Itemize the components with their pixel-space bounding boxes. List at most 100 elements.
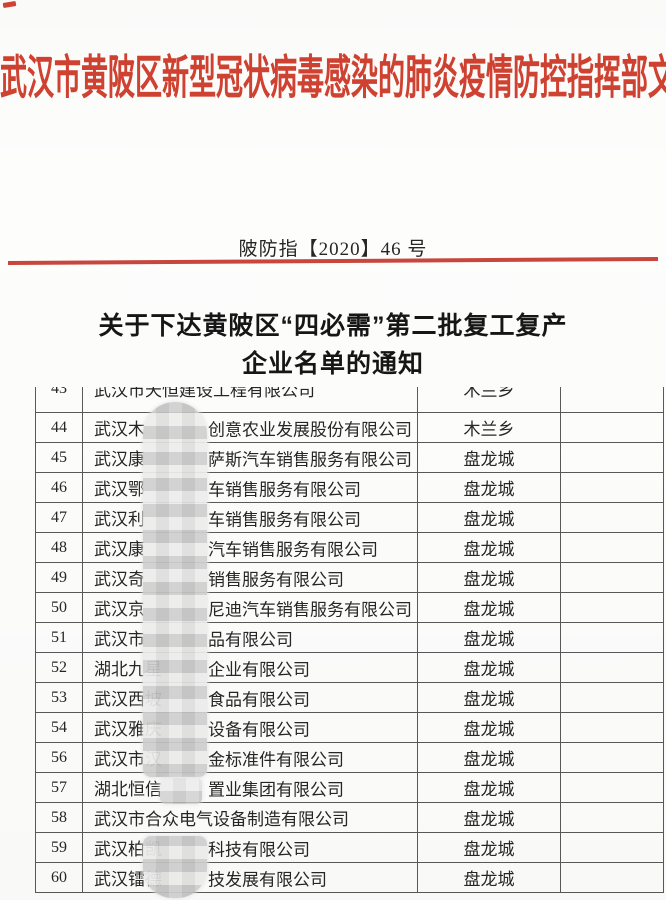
table-row: 57 湖北恒信 置业集团有限公司 盘龙城 — [36, 773, 663, 803]
company-name-prefix: 武汉木 — [94, 420, 145, 439]
notice-title-line2: 企业名单的通知 — [241, 350, 424, 378]
cell-town: 盘龙城 — [418, 623, 561, 652]
cell-town: 盘龙城 — [418, 653, 561, 682]
cell-empty — [561, 563, 663, 592]
company-name-prefix: 湖北九星 — [94, 660, 162, 679]
company-name-prefix: 武汉雅庆 — [94, 720, 162, 739]
company-name-prefix: 武汉市天恒建设工程有限公司 — [94, 387, 315, 400]
table-row: 60 武汉镭德 技发展有限公司 盘龙城 — [36, 863, 663, 893]
corner-red-mark — [2, 1, 17, 8]
cell-town: 盘龙城 — [418, 563, 561, 592]
cell-town: 盘龙城 — [418, 863, 561, 892]
town-text: 盘龙城 — [463, 600, 515, 619]
town-text: 盘龙城 — [463, 690, 515, 709]
company-name-suffix: 创意农业发展股份有限公司 — [208, 420, 412, 439]
cell-company-name: 武汉市天恒建设工程有限公司 — [83, 387, 418, 412]
cell-company-name: 武汉奇 销售服务有限公司 — [83, 563, 418, 592]
cell-empty — [561, 713, 663, 742]
table-row: 58 武汉市合众电气设备制造有限公司 盘龙城 — [36, 803, 663, 833]
table-row: 47 武汉利 车销售服务有限公司 盘龙城 — [36, 503, 663, 533]
table-row: 54 武汉雅庆 设备有限公司 盘龙城 — [36, 713, 663, 743]
cell-empty — [561, 863, 663, 892]
company-name-prefix: 武汉柏凯 — [94, 840, 162, 859]
row-number-text: 53 — [51, 688, 67, 706]
cell-company-name: 武汉木 创意农业发展股份有限公司 — [83, 413, 418, 442]
company-name-prefix: 武汉康 — [94, 540, 145, 559]
company-name-suffix: 萨斯汽车销售服务有限公司 — [208, 450, 412, 469]
cell-empty — [561, 443, 663, 472]
row-number-text: 56 — [51, 748, 67, 766]
cell-town: 盘龙城 — [418, 683, 561, 712]
companies-table: 43 武汉市天恒建设工程有限公司 木兰乡 44 武汉木 创意农业发展股份有限公司 木兰乡 45… — [35, 387, 664, 893]
cell-company-name: 武汉康 萨斯汽车销售服务有限公司 — [83, 443, 418, 472]
cell-company-name: 武汉市汉 金标准件有限公司 — [83, 743, 418, 772]
cell-town: 盘龙城 — [418, 503, 561, 532]
company-name-prefix: 武汉鄂 — [94, 480, 145, 499]
company-name-suffix: 企业有限公司 — [208, 660, 310, 679]
row-number-text: 51 — [51, 628, 67, 646]
company-name-suffix: 品有限公司 — [208, 630, 293, 649]
town-text: 盘龙城 — [463, 450, 515, 469]
row-number-text: 49 — [51, 568, 67, 586]
cell-empty — [561, 533, 663, 562]
row-number-text: 57 — [51, 778, 67, 796]
row-number-text: 47 — [51, 508, 67, 526]
town-text: 木兰乡 — [463, 387, 515, 400]
cell-town: 盘龙城 — [418, 443, 561, 472]
table-row: 45 武汉康 萨斯汽车销售服务有限公司 盘龙城 — [36, 443, 663, 473]
company-name-suffix: 车销售服务有限公司 — [208, 480, 361, 499]
town-text: 木兰乡 — [463, 420, 515, 439]
table-row: 49 武汉奇 销售服务有限公司 盘龙城 — [36, 563, 663, 593]
cell-empty — [561, 683, 663, 712]
cell-empty — [561, 803, 663, 832]
cell-town: 盘龙城 — [418, 713, 561, 742]
cell-town: 盘龙城 — [418, 803, 561, 832]
cell-row-number: 46 — [36, 473, 83, 502]
town-text: 盘龙城 — [463, 720, 515, 739]
row-number-text: 45 — [51, 448, 67, 466]
table-row: 53 武汉西坡 食品有限公司 盘龙城 — [36, 683, 663, 713]
town-text: 盘龙城 — [463, 540, 515, 559]
table-row: 44 武汉木 创意农业发展股份有限公司 木兰乡 — [36, 413, 663, 443]
table-row: 51 武汉市 品有限公司 盘龙城 — [36, 623, 663, 653]
cell-row-number: 43 — [36, 387, 83, 412]
cell-company-name: 武汉镭德 技发展有限公司 — [83, 863, 418, 892]
table-row: 43 武汉市天恒建设工程有限公司 木兰乡 — [36, 387, 663, 413]
town-text: 盘龙城 — [463, 630, 515, 649]
company-name-prefix: 武汉京 — [94, 600, 145, 619]
table-row: 59 武汉柏凯 科技有限公司 盘龙城 — [36, 833, 663, 863]
company-name-prefix: 武汉镭德 — [94, 870, 162, 889]
company-name-prefix: 武汉市 — [94, 630, 145, 649]
cell-row-number: 53 — [36, 683, 83, 712]
cell-empty — [561, 773, 663, 802]
cell-empty — [561, 653, 663, 682]
company-name-suffix: 尼迪汽车销售服务有限公司 — [208, 600, 412, 619]
cell-row-number: 45 — [36, 443, 83, 472]
cell-company-name: 武汉西坡 食品有限公司 — [83, 683, 418, 712]
company-name-prefix: 武汉奇 — [94, 570, 145, 589]
company-name-suffix: 销售服务有限公司 — [208, 570, 344, 589]
cell-row-number: 49 — [36, 563, 83, 592]
company-name-prefix: 湖北恒信 — [94, 780, 162, 799]
cell-row-number: 58 — [36, 803, 83, 832]
town-text: 盘龙城 — [463, 660, 515, 679]
table-row: 46 武汉鄂 车销售服务有限公司 盘龙城 — [36, 473, 663, 503]
cell-company-name: 武汉利 车销售服务有限公司 — [83, 503, 418, 532]
cell-town: 盘龙城 — [418, 773, 561, 802]
company-name-prefix: 武汉西坡 — [94, 690, 162, 709]
town-text: 盘龙城 — [463, 780, 515, 799]
cell-empty — [561, 833, 663, 862]
cell-town: 盘龙城 — [418, 593, 561, 622]
cell-row-number: 51 — [36, 623, 83, 652]
company-name-prefix: 武汉康 — [94, 450, 145, 469]
cell-row-number: 54 — [36, 713, 83, 742]
cell-company-name: 湖北九星 企业有限公司 — [83, 653, 418, 682]
table-row: 50 武汉京 尼迪汽车销售服务有限公司 盘龙城 — [36, 593, 663, 623]
table-row: 52 湖北九星 企业有限公司 盘龙城 — [36, 653, 663, 683]
cell-empty — [561, 743, 663, 772]
company-name-suffix: 设备有限公司 — [208, 720, 310, 739]
cell-company-name: 武汉鄂 车销售服务有限公司 — [83, 473, 418, 502]
row-number-text: 54 — [51, 718, 67, 736]
cell-town: 盘龙城 — [418, 473, 561, 502]
town-text: 盘龙城 — [463, 870, 515, 889]
